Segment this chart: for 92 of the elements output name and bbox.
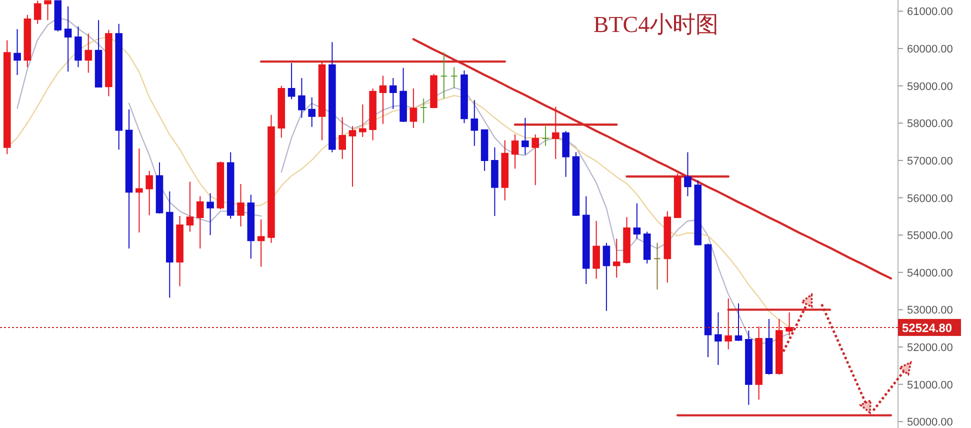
y-tick-label: 61000.00 [907, 6, 953, 18]
candlestick [694, 180, 702, 246]
candlestick [765, 318, 773, 376]
y-tick-label: 54000.00 [907, 267, 953, 280]
candlestick [674, 173, 682, 218]
candlestick [348, 126, 356, 188]
y-tick-label: 52000.00 [907, 342, 953, 354]
candlestick [460, 70, 468, 124]
candlestick [44, 0, 52, 21]
y-tick-label: 60000.00 [907, 44, 953, 56]
candlestick [389, 77, 397, 110]
candlestick [745, 330, 752, 406]
candlestick [755, 326, 762, 400]
y-tick-label: 55000.00 [907, 230, 953, 242]
candlestick [612, 238, 620, 278]
y-tick-label: 59000.00 [907, 80, 953, 93]
y-tick-label: 50000.00 [907, 416, 953, 428]
candlestick [64, 6, 72, 72]
candlestick [511, 134, 519, 170]
candlestick [176, 216, 184, 287]
candlestick [491, 146, 498, 217]
candlestick [84, 33, 92, 74]
y-tick-label: 51000.00 [907, 379, 953, 392]
candlestick [359, 104, 366, 138]
ref-line-label: 52524.80 [902, 320, 952, 335]
candlestick [572, 152, 580, 217]
candlestick [74, 26, 82, 68]
candlestick [654, 242, 661, 290]
candlestick [724, 298, 732, 350]
candlestick [247, 194, 255, 260]
y-tick-label: 53000.00 [907, 304, 953, 317]
candlestick [734, 302, 742, 342]
candlestick [318, 62, 326, 141]
candlestick [440, 52, 448, 100]
candlestick [369, 88, 376, 141]
candlestick [257, 218, 265, 268]
candlestick [776, 318, 783, 376]
candlestick [470, 100, 478, 146]
candlestick [420, 98, 428, 124]
candlestick [562, 130, 570, 178]
y-tick-label: 56000.00 [907, 192, 953, 205]
candlestick [54, 0, 62, 32]
candlestick [623, 216, 630, 264]
candlestick [400, 67, 407, 123]
candlestick [522, 117, 529, 155]
candlestick [166, 190, 174, 298]
candlestick [410, 88, 418, 128]
candlestick [532, 134, 539, 186]
candlestick [308, 96, 316, 128]
candlestick [704, 243, 712, 358]
candlestick [298, 77, 306, 118]
candlestick [501, 140, 509, 201]
text: BTC4小时图 [593, 12, 719, 37]
candlestick [125, 108, 133, 250]
candlestick [216, 161, 224, 210]
y-tick-label: 57000.00 [907, 155, 953, 168]
candlestick [237, 183, 244, 227]
candlestick [714, 312, 722, 366]
candlestick [146, 170, 153, 216]
y-tick-label: 58000.00 [907, 118, 953, 130]
candlestick [94, 20, 102, 88]
candlestick [552, 106, 560, 160]
candlestick [115, 23, 122, 150]
candlestick [664, 210, 672, 283]
candlestick [14, 28, 21, 76]
candlestick [186, 181, 194, 232]
candlestick [24, 14, 32, 68]
candlestick [3, 40, 11, 155]
candlestick [105, 29, 112, 97]
candlestick [328, 42, 336, 153]
candlestick [156, 162, 164, 214]
candlestick [643, 231, 651, 264]
candlestick [268, 114, 275, 244]
candlestick [196, 196, 204, 250]
candlestick [278, 85, 286, 138]
candlestick [136, 148, 143, 233]
candlestick [582, 196, 590, 284]
candlestick [542, 126, 550, 146]
candlestick [786, 312, 793, 336]
candlestick [338, 116, 346, 160]
candlestick [430, 73, 438, 109]
candlestick [206, 192, 214, 236]
candlestick [684, 152, 692, 197]
candlestick [480, 128, 488, 172]
candlestick [592, 220, 600, 280]
candlestick [34, 0, 42, 24]
candlestick [633, 202, 641, 240]
candlestick [379, 75, 387, 124]
candlestick [288, 62, 296, 100]
candlestick [450, 66, 458, 89]
candlestick [602, 242, 610, 312]
candlestick [226, 152, 234, 220]
